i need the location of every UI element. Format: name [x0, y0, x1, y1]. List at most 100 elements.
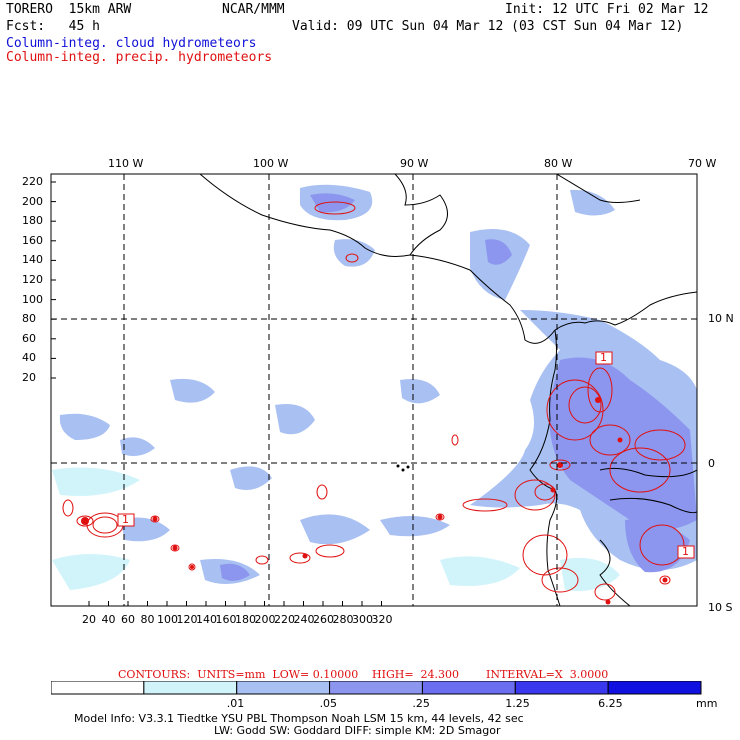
y-tick-label: 120 [22, 273, 43, 286]
cloud-area [333, 239, 375, 267]
cloud-area [59, 413, 110, 440]
x-tick-label: 160 [215, 613, 237, 626]
islands [396, 464, 410, 472]
model-info-line2: LW: Godd SW: Goddard DIFF: simple KM: 2D… [214, 724, 501, 737]
x-tick-label: 200 [254, 613, 276, 626]
lon-label: 90 W [400, 157, 429, 170]
precip-contour [639, 524, 685, 566]
colorbar-segment [51, 681, 145, 695]
tick-marks [51, 181, 382, 606]
cloud-area [170, 378, 215, 403]
y-tick-label: 20 [22, 371, 36, 384]
forecast-hour: Fcst: 45 h [6, 19, 100, 34]
lon-label: 110 W [108, 157, 144, 170]
y-tick-label: 100 [22, 292, 43, 306]
lon-label: 100 W [253, 157, 289, 170]
y-tick-label: 180 [22, 214, 43, 228]
precip-contour [594, 583, 616, 601]
cloud-area [625, 519, 690, 573]
x-tick-label: 260 [313, 613, 334, 626]
x-tick-label: 100 [157, 613, 178, 626]
colorbar-label: 1.25 [505, 697, 530, 710]
precip-contour [315, 544, 345, 558]
cloud-area [400, 379, 440, 404]
precip-contour [514, 479, 556, 511]
precip-contour [522, 534, 568, 576]
y-tick-label: 200 [22, 194, 43, 208]
plot-frame [50, 173, 698, 607]
precip-contour [314, 201, 356, 215]
x-tick-label: 220 [274, 613, 295, 626]
precip-contour [92, 516, 118, 534]
cloud-area [560, 557, 620, 591]
precip-contour [587, 367, 613, 413]
field-precip-label: Column-integ. precip. hydrometeors [6, 50, 273, 65]
precip-contour [150, 515, 160, 523]
cloud-area [570, 189, 615, 216]
colorbar-label: .01 [226, 697, 245, 710]
colorbar-segment [329, 681, 423, 695]
x-tick-label: 240 [293, 613, 315, 626]
colorbar [51, 681, 702, 695]
precip-contour [62, 499, 74, 517]
precip-contour [659, 575, 671, 585]
graticule [51, 174, 697, 606]
cloud-field-strong [220, 193, 697, 581]
colorbar-segment [143, 681, 238, 695]
colorbar-label: .25 [412, 697, 430, 710]
x-tick-label: 300 [352, 613, 373, 626]
cloud-area [485, 239, 512, 265]
field-cloud-label: Column-integ. cloud hydrometeors [6, 36, 257, 51]
precip-contour [546, 379, 604, 441]
colorbar-label: 6.25 [598, 697, 623, 710]
x-tick-label: 80 [140, 613, 155, 626]
contours-units: CONTOURS: UNITS=mm LOW= 0.10000 [118, 668, 359, 681]
center-name: NCAR/MMM [222, 2, 285, 17]
cloud-area [52, 467, 140, 496]
cloud-field-light [52, 467, 620, 591]
colorbar-segment [514, 681, 609, 695]
contour-label: 1 [600, 351, 607, 364]
contour-label: 1 [122, 513, 129, 526]
init-time: Init: 12 UTC Fri 02 Mar 12 [505, 2, 709, 17]
y-tick-label: 80 [22, 312, 36, 326]
y-tick-label: 160 [22, 233, 43, 247]
x-tick-label: 40 [101, 613, 116, 626]
precip-contour [435, 513, 445, 521]
precip-contour [549, 459, 571, 471]
valid-time: Valid: 09 UTC Sun 04 Mar 12 (03 CST Sun … [292, 19, 684, 34]
cloud-area [440, 556, 520, 586]
cloud-area [220, 563, 250, 581]
y-tick-label: 220 [22, 175, 43, 188]
x-tick-label: 280 [332, 613, 354, 626]
cloud-area [310, 193, 355, 213]
precip-contour [345, 253, 359, 263]
precip-contour [462, 498, 508, 512]
colorbar-segment [236, 681, 331, 695]
precip-contour [451, 434, 459, 446]
cloud-area [275, 404, 315, 435]
precip-contour [170, 544, 180, 552]
cloud-area [470, 228, 530, 300]
contours-interval: INTERVAL=X 3.0000 [486, 668, 609, 681]
y-tick-label: 60 [22, 331, 36, 345]
x-tick-label: 180 [235, 613, 256, 626]
coastline [199, 174, 697, 606]
precip-contour [316, 484, 328, 500]
contour-label: 1 [682, 545, 689, 558]
precip-contour [634, 429, 686, 461]
x-tick-label: 20 [82, 613, 96, 626]
lat-label: 10 N [708, 312, 734, 325]
x-tick-label: 140 [196, 613, 217, 626]
precip-contours [62, 201, 686, 601]
precip-contour [534, 483, 556, 501]
model-name: TORERO 15km ARW [6, 2, 132, 17]
colorbar-unit: mm [696, 697, 718, 710]
model-info-line1: Model Info: V3.3.1 Tiedtke YSU PBL Thomp… [74, 712, 524, 725]
lon-label: 70 W [688, 157, 717, 170]
precip-cores [81, 397, 668, 605]
precip-contour [255, 555, 269, 565]
precip-contour [541, 567, 579, 593]
cloud-area [300, 514, 370, 545]
